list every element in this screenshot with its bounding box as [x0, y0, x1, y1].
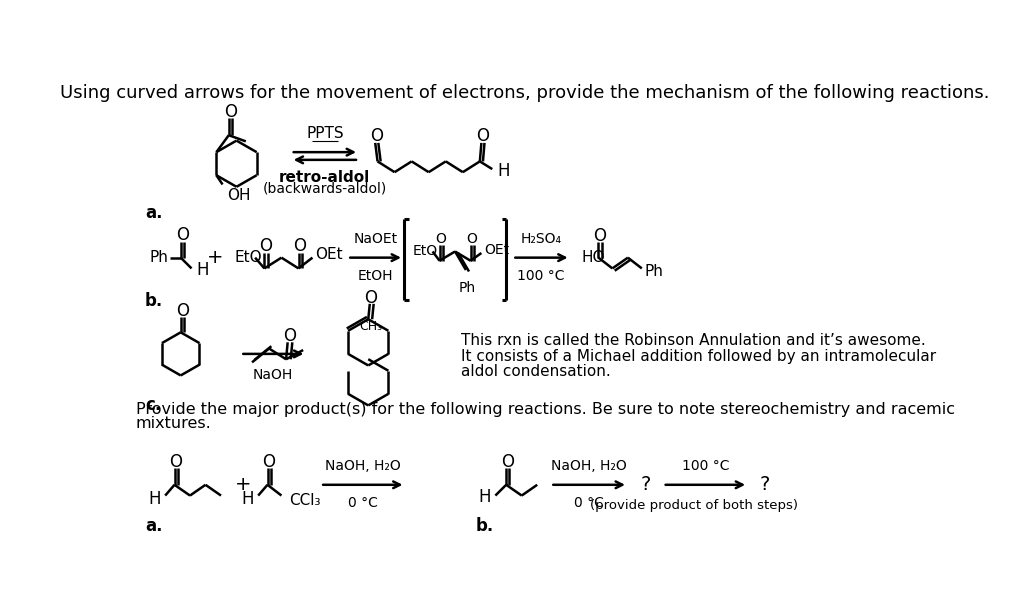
Text: H: H [148, 490, 161, 507]
Text: CH₃: CH₃ [359, 320, 382, 333]
Text: O: O [294, 237, 306, 255]
Text: b.: b. [145, 293, 163, 310]
Text: b.: b. [475, 517, 494, 535]
Text: Provide the major product(s) for the following reactions. Be sure to note stereo: Provide the major product(s) for the fol… [136, 402, 954, 418]
Text: Ph: Ph [645, 264, 664, 279]
Text: H: H [197, 261, 209, 279]
Text: (provide product of both steps): (provide product of both steps) [590, 498, 798, 512]
Text: ?: ? [760, 475, 770, 494]
Text: It consists of a Michael addition followed by an intramolecular: It consists of a Michael addition follow… [461, 348, 936, 364]
Text: a.: a. [145, 204, 163, 222]
Text: H: H [241, 490, 254, 507]
Text: This rxn is called the Robinson Annulation and it’s awesome.: This rxn is called the Robinson Annulati… [461, 333, 926, 348]
Text: OH: OH [227, 188, 251, 203]
Text: Ph: Ph [459, 281, 476, 295]
Text: CCl₃: CCl₃ [289, 493, 321, 507]
Text: O: O [467, 232, 477, 246]
Text: O: O [224, 103, 237, 121]
Text: O: O [176, 302, 188, 320]
Text: O: O [502, 453, 514, 470]
Text: O: O [371, 127, 383, 145]
Text: PPTS: PPTS [306, 126, 344, 141]
Text: ?: ? [641, 475, 651, 494]
Text: +: + [234, 475, 251, 494]
Text: c.: c. [145, 396, 162, 414]
Text: mixtures.: mixtures. [136, 416, 212, 431]
Text: Using curved arrows for the movement of electrons, provide the mechanism of the : Using curved arrows for the movement of … [60, 84, 989, 101]
Text: 0 °C: 0 °C [348, 495, 378, 509]
Text: Ph: Ph [150, 250, 168, 265]
Text: NaOEt: NaOEt [353, 232, 397, 246]
Text: +: + [207, 248, 223, 267]
Text: OEt: OEt [315, 247, 343, 262]
Text: aldol condensation.: aldol condensation. [461, 364, 611, 379]
Text: EtO: EtO [413, 245, 437, 259]
Text: NaOH, H₂O: NaOH, H₂O [551, 459, 627, 473]
Text: O: O [594, 227, 606, 245]
Text: a.: a. [145, 517, 163, 535]
Text: retro-aldol: retro-aldol [280, 170, 371, 185]
Text: O: O [259, 237, 272, 255]
Text: EtOH: EtOH [357, 269, 393, 283]
Text: OEt: OEt [484, 243, 510, 257]
Text: O: O [476, 127, 489, 145]
Text: EtO: EtO [234, 250, 262, 265]
Text: 0 °C: 0 °C [574, 495, 604, 509]
Text: H₂SO₄: H₂SO₄ [520, 232, 561, 246]
Text: 100 °C: 100 °C [517, 269, 565, 283]
Text: O: O [262, 453, 275, 470]
Text: O: O [283, 327, 296, 345]
Text: H: H [478, 488, 490, 506]
Text: HO: HO [582, 250, 605, 265]
Text: NaOH, H₂O: NaOH, H₂O [325, 459, 400, 473]
Text: O: O [435, 232, 446, 246]
Text: O: O [365, 289, 377, 307]
Text: O: O [170, 453, 182, 470]
Text: (backwards-aldol): (backwards-aldol) [263, 181, 387, 195]
Text: H: H [497, 161, 509, 180]
Text: O: O [176, 226, 188, 244]
Text: NaOH: NaOH [253, 368, 293, 382]
Text: 100 °C: 100 °C [682, 459, 729, 473]
